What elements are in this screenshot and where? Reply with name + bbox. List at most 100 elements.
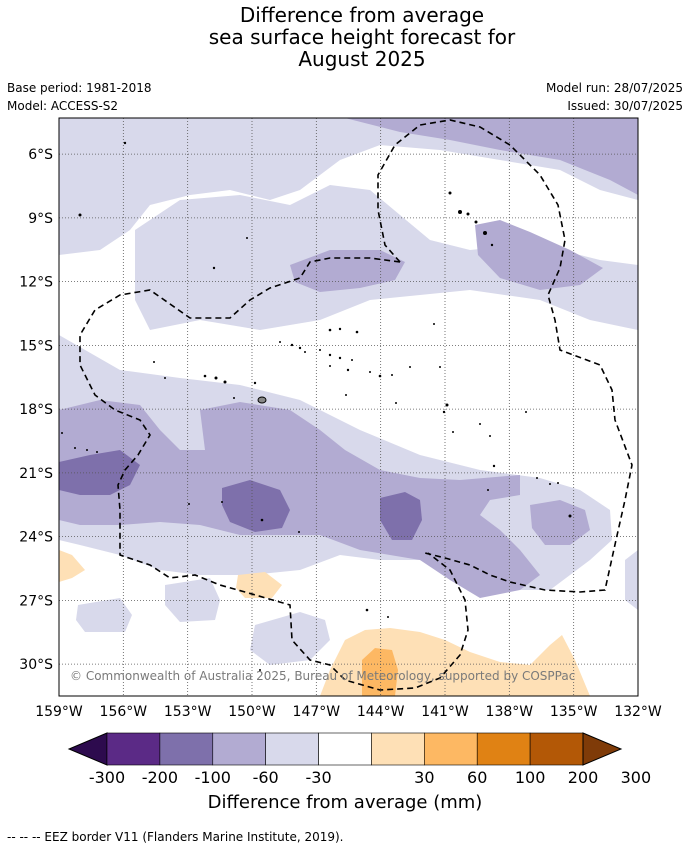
island (328, 328, 332, 332)
colorbar-segment (476, 732, 531, 766)
lon-tick-label: 138°W (486, 704, 534, 720)
island (259, 669, 261, 671)
island (395, 402, 397, 404)
island (338, 356, 342, 360)
island (233, 397, 235, 399)
island (319, 349, 321, 351)
island (74, 447, 76, 449)
island (290, 343, 294, 347)
island (203, 374, 207, 378)
island (223, 380, 227, 384)
anomaly-region-light-w (76, 598, 132, 632)
colorbar-tick-label: 100 (515, 768, 546, 787)
colorbar-label: Difference from average (mm) (207, 792, 483, 813)
colorbar-tick-label: -200 (142, 768, 178, 787)
anomaly-region-medium-main (59, 400, 540, 598)
colorbar-segment (318, 732, 372, 766)
island (188, 503, 190, 505)
island (338, 327, 342, 331)
map-title: Difference from average sea surface heig… (0, 4, 690, 70)
anomaly-region-medium-se (530, 500, 590, 545)
colorbar-tick-label: -100 (195, 768, 231, 787)
island (568, 514, 572, 518)
island (214, 376, 218, 380)
island (487, 489, 489, 491)
island (346, 368, 350, 372)
island (489, 435, 491, 437)
anomaly-region-dark-w (59, 450, 140, 495)
colorbar-segment (265, 732, 319, 766)
map-graticule (58, 118, 639, 696)
island (365, 608, 369, 612)
title-line-1: Difference from average (239, 3, 485, 27)
colorbar-tick-label: 300 (621, 768, 652, 787)
anomaly-region-orange-light-sw (59, 550, 85, 582)
lat-tick-label: 15°S (19, 338, 53, 354)
lon-tick-label: 141°W (421, 704, 469, 720)
copyright-notice: © Commonwealth of Australia 2025, Bureau… (70, 669, 576, 683)
island (78, 213, 82, 217)
lon-tick-label: 135°W (550, 704, 598, 720)
islands (61, 141, 572, 671)
colorbar-tick-label: -60 (253, 768, 279, 787)
island (490, 243, 494, 247)
issued-date: Issued: 30/07/2025 (567, 99, 683, 113)
base-period: Base period: 1981-2018 (7, 81, 152, 95)
island (479, 423, 481, 425)
lat-tick-label: 27°S (19, 593, 53, 609)
island (492, 464, 496, 468)
anomaly-region-light-e (625, 550, 638, 610)
lon-tick-label: 159°W (35, 704, 83, 720)
island (557, 482, 559, 484)
island (458, 210, 462, 214)
island (369, 371, 371, 373)
colorbar-segment (424, 732, 478, 766)
colorbar-segment (159, 732, 214, 766)
lon-tick-label: 147°W (293, 704, 341, 720)
lon-tick-label: 144°W (357, 704, 405, 720)
anomaly-region-light-sw (165, 578, 220, 622)
lat-tick-label: 9°S (28, 211, 53, 227)
anomaly-field (59, 118, 638, 696)
lon-tick-label: 153°W (164, 704, 212, 720)
island (260, 518, 264, 522)
anomaly-region-dark-e (380, 492, 422, 540)
island (466, 212, 470, 216)
island-tahiti (257, 396, 267, 404)
map-frame (58, 117, 639, 697)
island (525, 411, 527, 413)
island (445, 403, 449, 407)
colorbar-tick-label: -300 (89, 768, 125, 787)
anomaly-region-dark-c (222, 480, 290, 532)
colorbar-segment (106, 732, 161, 766)
title-line-2: sea surface height forecast for (208, 25, 516, 49)
colorbar-segment (212, 732, 266, 766)
island (391, 374, 393, 376)
colorbar-tick-label: 30 (414, 768, 434, 787)
island (96, 451, 98, 453)
lat-tick-label: 18°S (19, 402, 53, 418)
colorbar-tick-label: 60 (467, 768, 487, 787)
island (474, 220, 478, 224)
colorbar-extend-high (582, 732, 623, 766)
lat-tick-label: 24°S (19, 530, 53, 546)
island (345, 394, 347, 396)
island (409, 366, 411, 368)
island (351, 359, 353, 361)
island (298, 346, 302, 350)
island (212, 266, 216, 270)
colorbar-tick-label: 200 (568, 768, 599, 787)
lat-tick-label: 6°S (28, 147, 53, 163)
anomaly-region-orange-light-c (236, 572, 282, 598)
island (387, 616, 389, 618)
island (61, 432, 63, 434)
model-run: Model run: 28/07/2025 (545, 81, 683, 95)
island (329, 365, 331, 367)
island (253, 381, 257, 385)
anomaly-region-orange-medium-s (362, 648, 398, 696)
eez-borders (79, 119, 633, 691)
island (536, 477, 538, 479)
model-name: Model: ACCESS-S2 (7, 99, 119, 113)
island (328, 353, 332, 357)
island (439, 366, 441, 368)
